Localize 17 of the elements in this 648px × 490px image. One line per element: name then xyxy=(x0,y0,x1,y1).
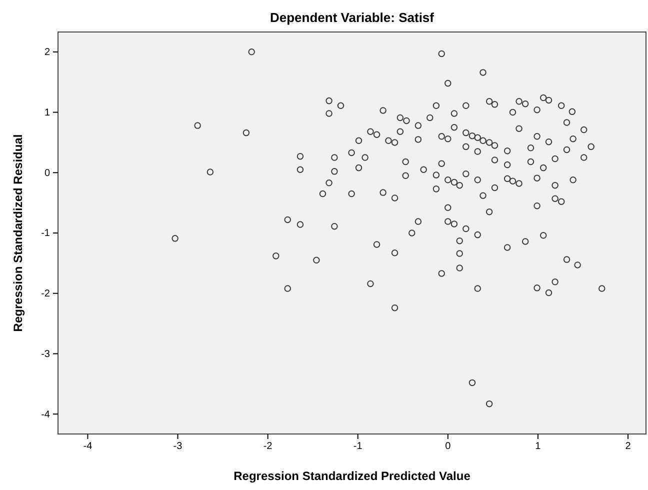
y-tick-label: -3 xyxy=(41,348,50,360)
x-tick-label: -2 xyxy=(263,441,273,452)
x-tick-label: -3 xyxy=(173,441,183,452)
x-tick-label: 0 xyxy=(445,441,452,452)
x-tick-label: 2 xyxy=(625,441,632,452)
x-tick-label: -1 xyxy=(353,441,363,452)
y-tick-label: -4 xyxy=(41,409,50,420)
chart-title: Dependent Variable: Satisf xyxy=(270,10,435,25)
y-tick-label: 0 xyxy=(44,168,50,179)
y-tick-label: -2 xyxy=(41,288,50,300)
y-tick-label: -1 xyxy=(41,228,50,240)
y-axis-title: Regression Standardized Residual xyxy=(11,134,25,332)
x-tick-label: 1 xyxy=(535,441,542,452)
x-axis-title: Regression Standardized Predicted Value xyxy=(234,469,471,483)
x-tick-label: -4 xyxy=(83,441,93,452)
y-tick-label: 1 xyxy=(44,107,50,118)
y-tick-label: 2 xyxy=(44,47,50,58)
